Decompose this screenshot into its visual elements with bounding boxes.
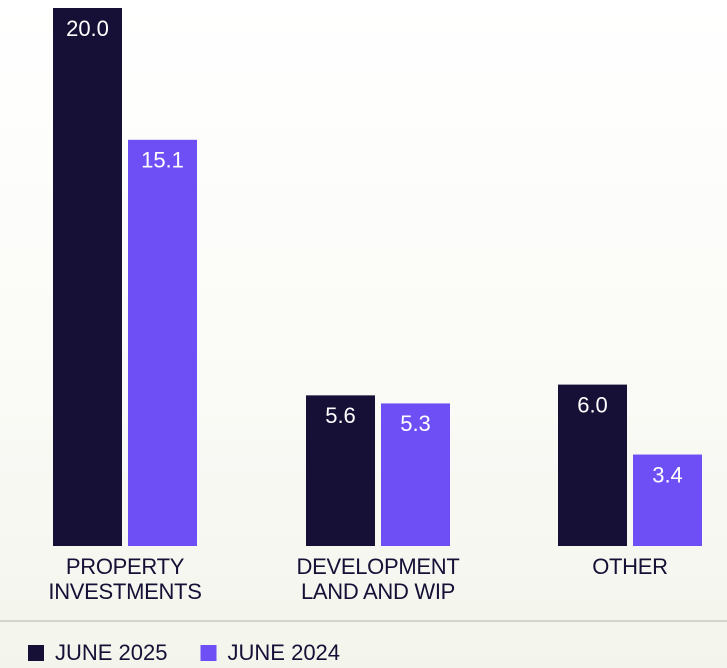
value-label: 6.0 xyxy=(577,392,608,417)
category-label: OTHER xyxy=(592,554,668,579)
bar xyxy=(381,403,450,546)
legend-label: JUNE 2024 xyxy=(228,640,341,665)
bar xyxy=(558,384,627,546)
bar xyxy=(633,454,702,546)
legend-swatch xyxy=(200,645,217,661)
category-label: PROPERTY INVESTMENTS xyxy=(48,554,202,604)
value-label: 20.0 xyxy=(66,16,109,41)
value-label: 5.6 xyxy=(325,403,356,428)
value-label: 5.3 xyxy=(400,411,431,436)
legend-swatch xyxy=(28,645,44,661)
bar xyxy=(53,8,122,546)
bar xyxy=(128,139,197,546)
category-label: DEVELOPMENT LAND AND WIP xyxy=(296,554,460,604)
bar xyxy=(306,395,375,546)
value-label: 3.4 xyxy=(652,462,683,487)
value-label: 15.1 xyxy=(141,148,184,173)
legend-label: JUNE 2025 xyxy=(55,640,168,665)
